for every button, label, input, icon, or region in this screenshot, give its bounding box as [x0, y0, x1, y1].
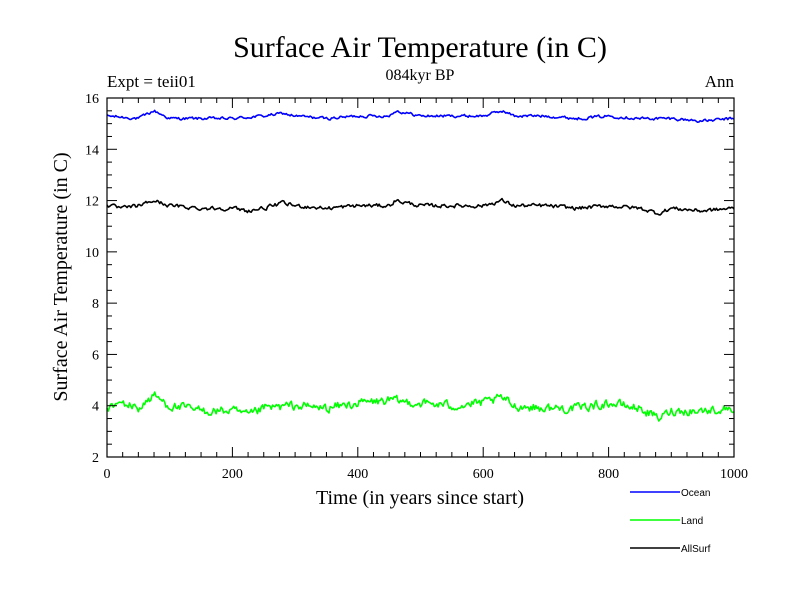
- x-tick-label: 1000: [720, 467, 748, 482]
- x-tick-label: 800: [598, 467, 619, 482]
- experiment-label: Expt = teii01: [107, 72, 196, 91]
- series-layer: [106, 109, 735, 422]
- x-tick-label: 600: [473, 467, 494, 482]
- chart-title: Surface Air Temperature (in C): [233, 31, 607, 64]
- legend: Ocean Land AllSurf: [630, 488, 711, 555]
- y-tick-label: 14: [85, 143, 99, 158]
- chart-subtitle: 084kyr BP: [386, 67, 455, 84]
- axis-layer: 2 4 6 8 10 12 14 16 0 200 400 600 800 1000: [85, 92, 748, 482]
- x-tick-label: 0: [104, 467, 111, 482]
- y-tick-label: 4: [92, 400, 99, 415]
- y-tick-label: 6: [92, 348, 99, 363]
- x-tick-label: 400: [347, 467, 368, 482]
- legend-label-allsurf: AllSurf: [681, 544, 711, 555]
- series-line-ocean: [106, 109, 735, 123]
- season-label: Ann: [705, 72, 735, 91]
- x-axis-label: Time (in years since start): [316, 487, 524, 509]
- y-tick-label: 12: [85, 195, 99, 210]
- y-axis-label: Surface Air Temperature (in C): [50, 152, 72, 401]
- series-line-land: [106, 391, 735, 422]
- series-line-allsurf: [106, 197, 735, 216]
- legend-label-ocean: Ocean: [681, 488, 710, 499]
- x-tick-label: 200: [222, 467, 243, 482]
- y-tick-label: 10: [85, 246, 99, 261]
- y-tick-label: 16: [85, 92, 99, 107]
- y-tick-label: 2: [92, 451, 99, 466]
- legend-label-land: Land: [681, 516, 703, 527]
- y-tick-label: 8: [92, 297, 99, 312]
- plot-frame: [106, 97, 735, 458]
